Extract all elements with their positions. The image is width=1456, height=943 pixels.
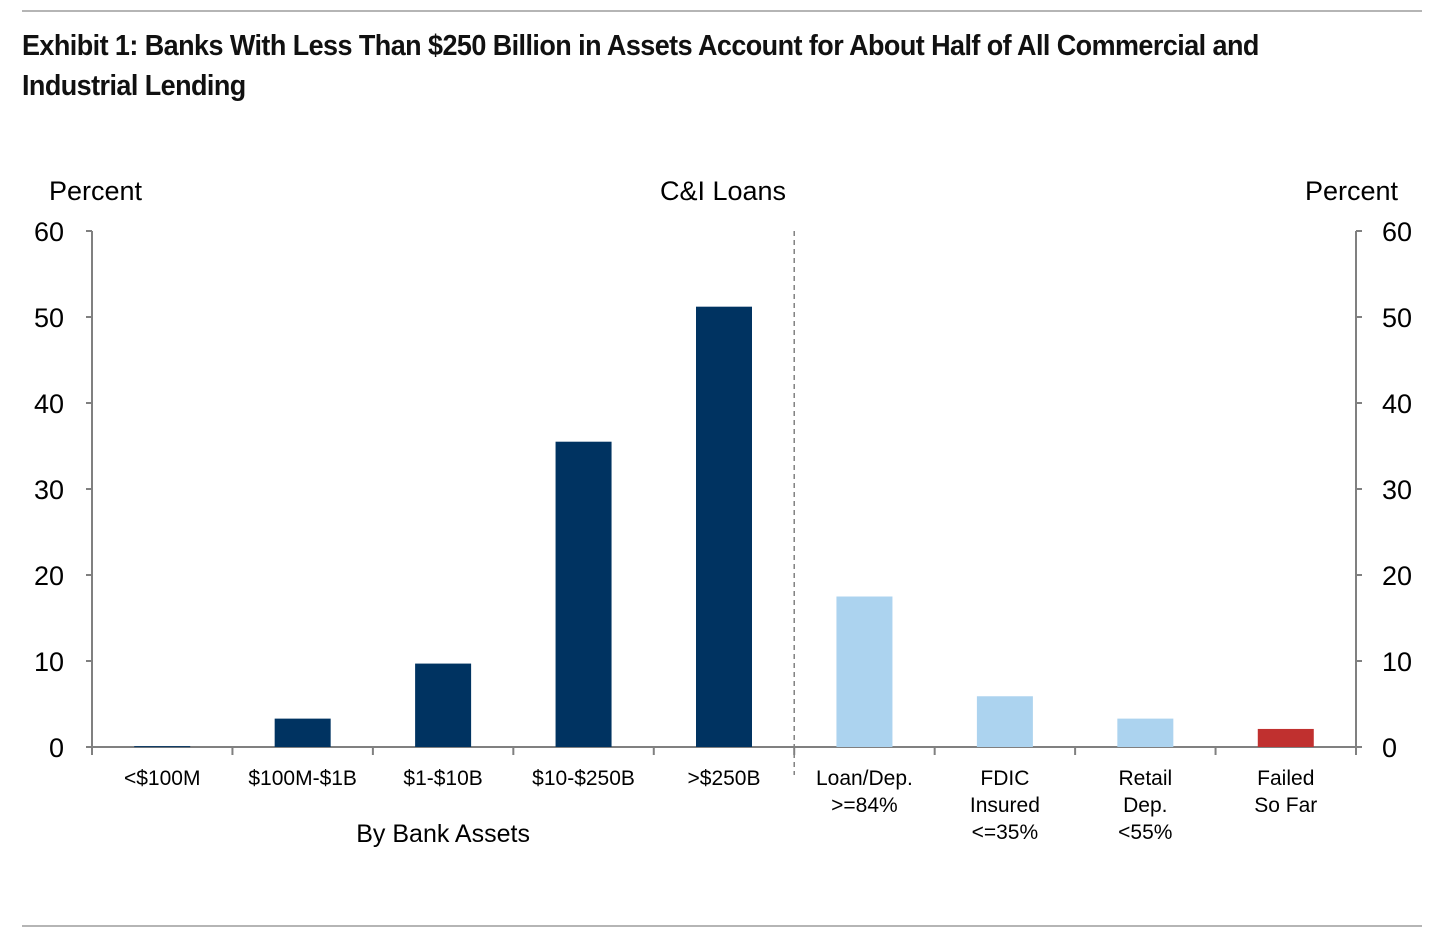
x-tick-label: Failed <box>1257 767 1314 790</box>
x-tick-label: $100M-$1B <box>248 767 357 790</box>
bar <box>976 696 1033 747</box>
bottom-rule <box>22 925 1422 927</box>
y-tick-label-right: 10 <box>1382 647 1412 677</box>
x-tick-label: Insured <box>970 794 1040 817</box>
y-tick-label-left: 60 <box>34 217 64 247</box>
y-tick-label-right: 0 <box>1382 733 1397 763</box>
x-tick-label: <=35% <box>972 821 1039 844</box>
y-axis-label-right: Percent <box>1305 176 1399 206</box>
bar <box>696 306 752 747</box>
x-tick-label: $1-$10B <box>403 767 482 790</box>
x-tick-label: $10-$250B <box>532 767 635 790</box>
bar <box>415 663 472 747</box>
bar <box>555 441 612 747</box>
bar <box>836 596 893 747</box>
exhibit-title: Exhibit 1: Banks With Less Than $250 Bil… <box>22 30 1259 102</box>
y-tick-label-right: 50 <box>1382 303 1412 333</box>
y-tick-label-left: 0 <box>49 733 64 763</box>
group-labels: By Bank Assets <box>356 820 530 848</box>
x-tick-label: >$250B <box>688 767 761 790</box>
x-tick-label: <55% <box>1118 821 1172 844</box>
x-tick-label: So Far <box>1254 794 1317 817</box>
y-axis-label-left: Percent <box>49 176 143 206</box>
y-tick-label-left: 20 <box>34 561 64 591</box>
bar <box>1257 728 1314 747</box>
x-tick-label: Loan/Dep. <box>816 767 913 790</box>
bar <box>1117 718 1174 747</box>
y-tick-label-left: 30 <box>34 475 64 505</box>
x-tick-label: Retail <box>1118 767 1172 790</box>
bars <box>134 306 1314 748</box>
chart-title: C&I Loans <box>660 176 786 206</box>
x-tick-label: <$100M <box>124 767 200 790</box>
bar <box>274 718 331 747</box>
x-tick-label: Dep. <box>1123 794 1167 817</box>
y-tick-label-left: 40 <box>34 389 64 419</box>
top-rule <box>22 10 1422 12</box>
group-label: By Bank Assets <box>356 820 530 848</box>
y-tick-label-left: 10 <box>34 647 64 677</box>
x-tick-labels: <$100M $100M-$1B $1-$10B $10-$250B >$250B Loa… <box>124 767 1317 844</box>
x-tick-label: >=84% <box>831 794 898 817</box>
y-tick-label-left: 50 <box>34 303 64 333</box>
y-tick-label-right: 20 <box>1382 561 1412 591</box>
y-tick-label-right: 30 <box>1382 475 1412 505</box>
y-tick-label-right: 40 <box>1382 389 1412 419</box>
y-tick-label-right: 60 <box>1382 217 1412 247</box>
bar <box>134 746 191 748</box>
y-tick-labels: 0 0 10 10 20 20 30 30 40 40 50 50 60 60 <box>34 217 1412 763</box>
x-tick-label: FDIC <box>980 767 1029 790</box>
